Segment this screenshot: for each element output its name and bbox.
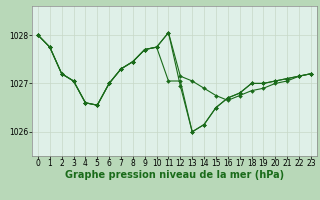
X-axis label: Graphe pression niveau de la mer (hPa): Graphe pression niveau de la mer (hPa) xyxy=(65,170,284,180)
